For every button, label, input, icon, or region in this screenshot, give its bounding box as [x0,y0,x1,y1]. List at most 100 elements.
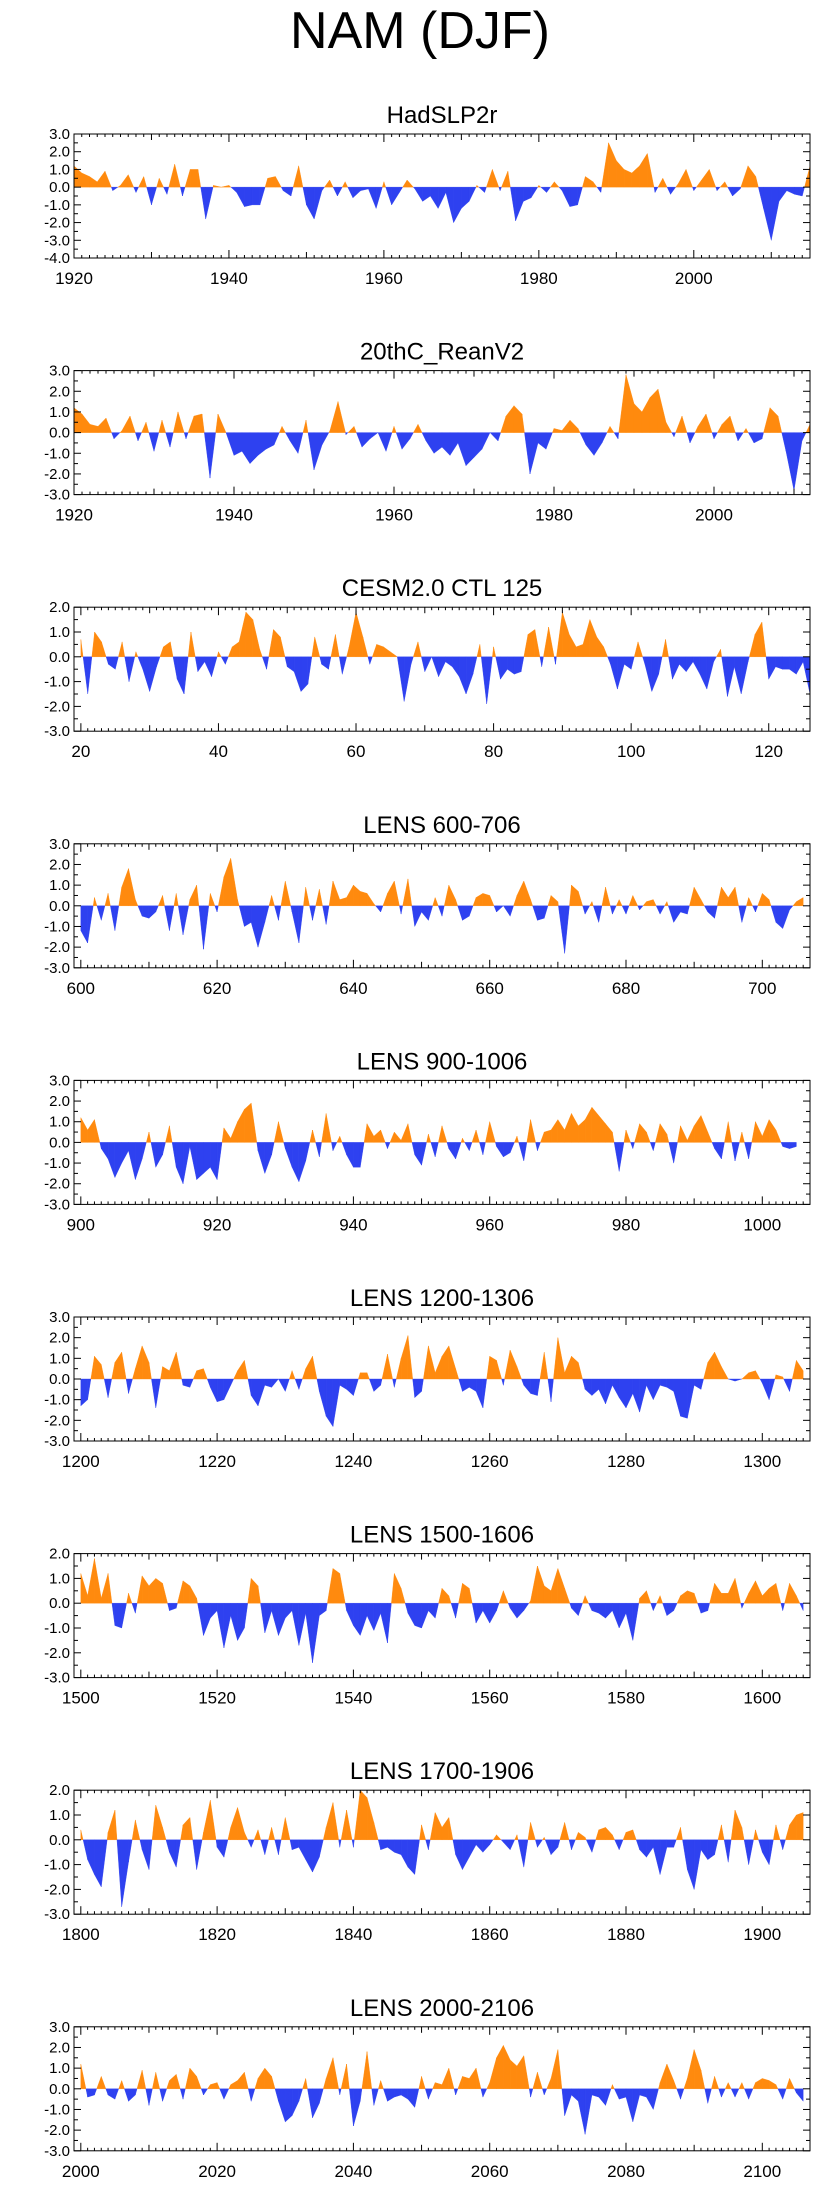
negative-area [687,1378,695,1419]
positive-area [625,1129,631,1143]
negative-area [251,186,261,206]
x-tick-label: 2060 [471,2162,509,2181]
negative-area [518,1142,524,1162]
negative-area [434,1602,439,1619]
positive-area [680,1125,688,1143]
positive-area [173,411,179,433]
negative-area [716,186,721,192]
negative-area [758,1839,763,1853]
positive-area [358,1372,361,1380]
positive-area [656,1595,661,1604]
positive-area [332,2057,339,2090]
positive-area [119,430,123,433]
positive-area [700,899,705,906]
negative-area [182,905,189,935]
positive-area [441,1345,450,1380]
positive-area [540,1131,545,1143]
positive-area [305,420,309,433]
negative-area [321,432,330,446]
positive-area [227,1827,231,1841]
positive-area [141,1575,150,1604]
negative-area [169,432,174,448]
x-tick-label: 2100 [743,2162,781,2181]
negative-area [497,432,501,441]
negative-area [464,1142,470,1151]
positive-area [391,426,395,433]
negative-area [544,905,549,919]
positive-area [121,641,125,657]
y-tick-label: 1.0 [49,1350,70,1367]
positive-area [714,1582,722,1604]
negative-area [617,656,625,690]
negative-area [569,186,578,207]
positive-area [216,2082,220,2090]
negative-area [469,1142,473,1151]
negative-area [763,186,772,241]
negative-area [322,905,327,925]
positive-area [163,641,171,657]
negative-area [257,432,267,456]
positive-area [148,1362,152,1380]
x-tick-label: 1220 [198,1452,236,1471]
positive-area [383,181,386,188]
positive-area [584,1837,587,1841]
positive-area [91,631,95,657]
positive-area [582,176,586,188]
page-title: NAM (DJF) [290,2,550,60]
negative-area [339,656,343,675]
negative-area [353,1839,355,1848]
positive-area [382,181,385,188]
positive-area [417,424,423,433]
positive-area [564,1588,571,1604]
negative-area [148,905,156,919]
negative-area [111,1602,116,1626]
positive-area [254,2078,259,2090]
positive-area [363,1123,368,1143]
positive-area [302,420,307,433]
negative-area [392,1378,395,1388]
negative-area [278,1839,282,1855]
x-tick-label: 960 [476,1215,504,1234]
negative-area [313,432,323,470]
negative-area [306,186,315,220]
positive-area [380,2080,384,2090]
negative-area [198,905,204,950]
negative-area [291,1142,300,1182]
negative-area [662,1602,668,1616]
positive-area [729,416,736,433]
positive-area [275,176,282,188]
negative-area [203,1602,211,1636]
negative-area [482,1142,486,1155]
y-tick-label: -3.0 [44,723,70,740]
negative-area [111,186,113,191]
negative-area [325,1378,334,1428]
negative-area [121,1602,127,1629]
negative-area [789,1378,793,1392]
y-tick-label: 0.0 [49,179,70,196]
positive-area [768,899,772,906]
negative-area [762,1378,770,1400]
positive-area [335,634,340,657]
positive-area [389,1131,395,1143]
negative-area [680,2088,685,2100]
x-tick-label: 920 [203,1215,231,1234]
positive-area [145,422,150,433]
negative-area [499,186,502,191]
negative-area [510,186,516,221]
positive-area [709,169,717,188]
negative-area [596,186,602,194]
positive-area [128,868,136,906]
positive-area [730,1810,736,1841]
positive-area [244,2072,249,2090]
positive-area [348,612,357,657]
negative-area [128,2088,136,2102]
positive-area [203,1800,211,1841]
positive-area [196,1598,198,1604]
negative-area [737,432,744,442]
y-tick-label: 0.0 [49,1595,70,1612]
positive-area [237,1807,245,1841]
negative-area [679,656,687,673]
negative-area [169,905,175,931]
negative-area [501,1378,504,1386]
negative-area [230,186,237,193]
